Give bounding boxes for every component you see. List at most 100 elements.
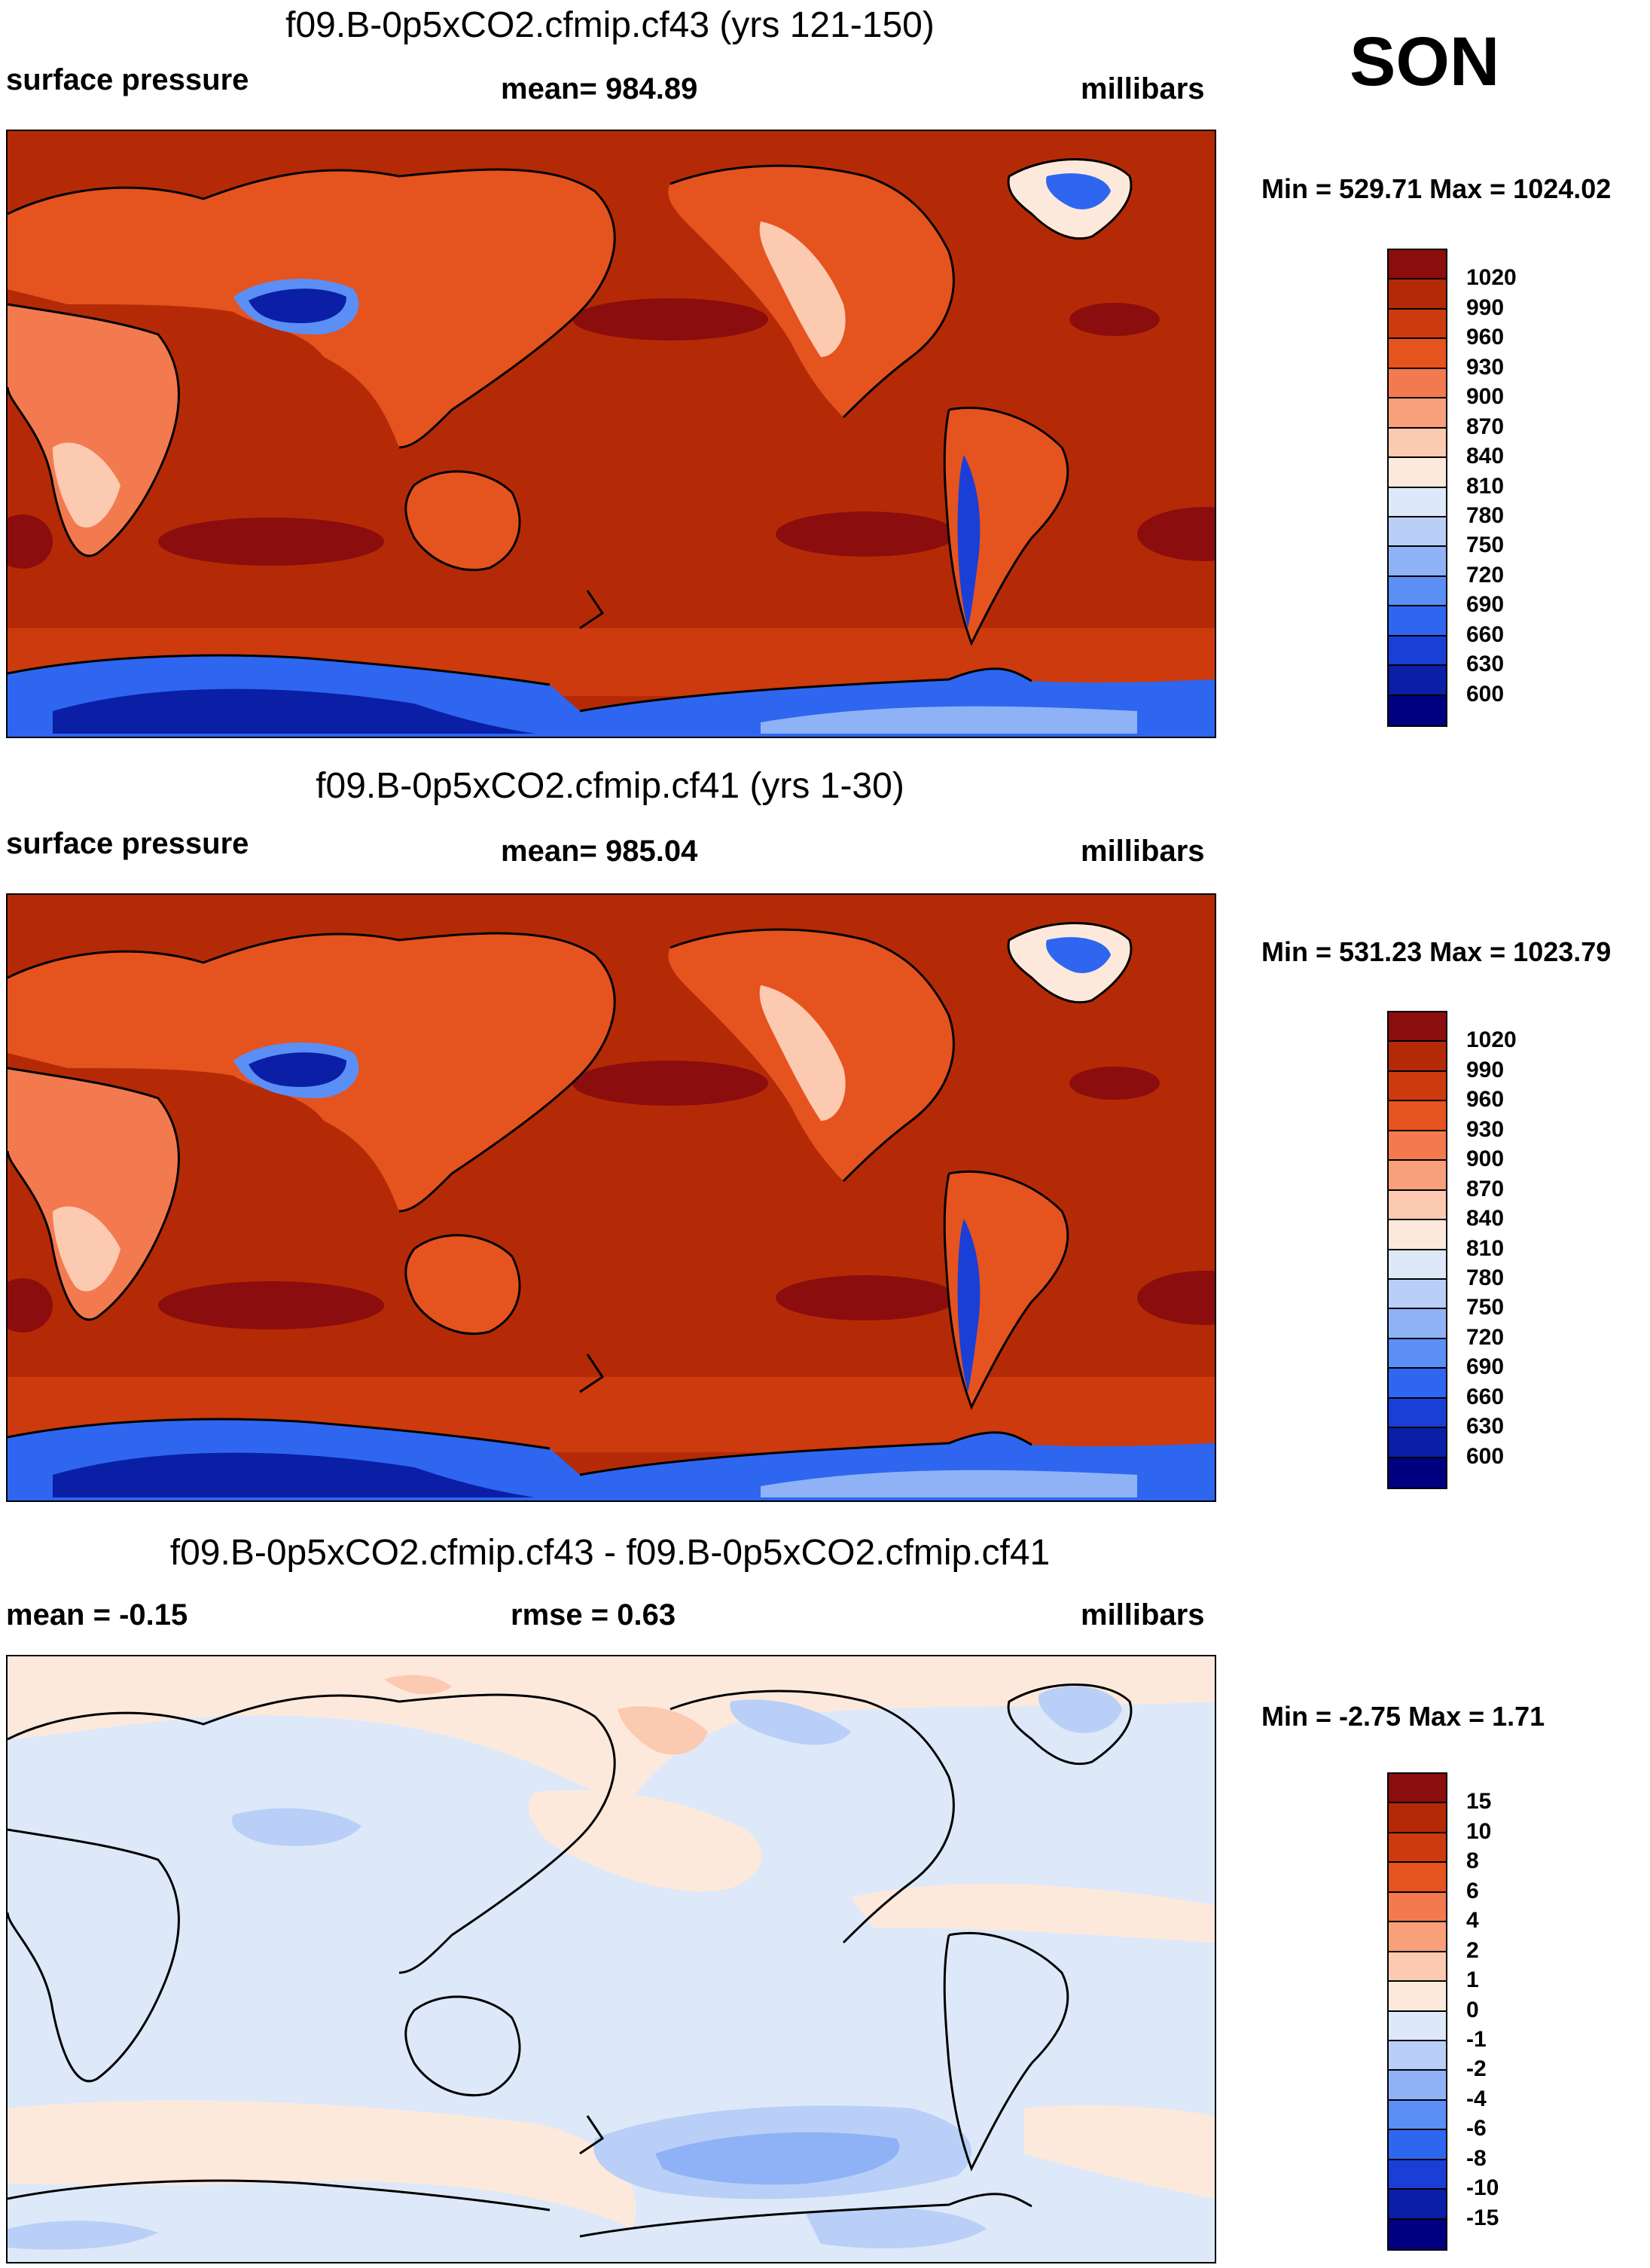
subtropical-high bbox=[1069, 303, 1160, 336]
colorbar-swatch bbox=[1389, 2130, 1446, 2160]
colorbar-swatch bbox=[1389, 1803, 1446, 1833]
positive-anomaly bbox=[384, 1674, 452, 1695]
positive-anomaly bbox=[1024, 2105, 1215, 2199]
season-label: SON bbox=[1350, 23, 1500, 100]
negative-anomaly bbox=[1038, 1686, 1122, 1733]
colorbar-label: 8 bbox=[1466, 1848, 1479, 1874]
panel-3-mean-label: mean = -0.15 bbox=[6, 1598, 188, 1632]
coastlines bbox=[8, 158, 1133, 713]
subtropical-high bbox=[1069, 1067, 1160, 1100]
subtropical-high bbox=[776, 511, 956, 557]
colorbar-swatch bbox=[1389, 1952, 1446, 1983]
panel-1-variable-label: surface pressure bbox=[6, 63, 249, 96]
subtropical-high bbox=[8, 514, 53, 569]
panel-1-minmax: Min = 529.71 Max = 1024.02 bbox=[1261, 173, 1612, 204]
colorbar-swatch bbox=[1389, 547, 1446, 577]
colorbar-label: 1020 bbox=[1466, 265, 1517, 291]
colorbar-swatch bbox=[1389, 1220, 1446, 1250]
positive-anomaly bbox=[8, 2100, 636, 2229]
colorbar-swatch bbox=[1389, 1101, 1446, 1131]
panel-3-rmse-label: rmse = 0.63 bbox=[511, 1598, 676, 1632]
antarctica-interior bbox=[761, 706, 1137, 734]
colorbar-swatch bbox=[1389, 1458, 1446, 1488]
panel-1-map-svg bbox=[8, 158, 1215, 737]
panel-3-colorbar-labels: 15 10 8 6 4 2 1 0 -1 -2 -4 -6 -8 -10 -15 bbox=[1466, 1772, 1579, 2251]
colorbar-label: 780 bbox=[1466, 1265, 1505, 1290]
colorbar-swatch bbox=[1389, 1428, 1446, 1458]
subtropical-high bbox=[1137, 1271, 1215, 1325]
colorbar-label: 750 bbox=[1466, 1295, 1505, 1320]
panel-3-units-label: millibars bbox=[1081, 1598, 1205, 1632]
colorbar-label: 720 bbox=[1466, 1324, 1505, 1350]
colorbar-swatch bbox=[1389, 606, 1446, 636]
positive-anomaly bbox=[8, 1656, 1215, 1807]
colorbar-label: 810 bbox=[1466, 1235, 1505, 1261]
colorbar-swatch bbox=[1389, 1774, 1446, 1804]
panel-3-map-svg bbox=[8, 1656, 1215, 2250]
colorbar-label: 600 bbox=[1466, 681, 1505, 707]
colorbar-swatch bbox=[1389, 636, 1446, 667]
panel-2-variable-label: surface pressure bbox=[6, 827, 249, 860]
colorbar-swatch bbox=[1389, 1863, 1446, 1893]
colorbar-swatch bbox=[1389, 368, 1446, 399]
positive-anomaly bbox=[851, 1883, 1215, 1943]
panel-2-title: f09.B-0p5xCO2.cfmip.cf41 (yrs 1-30) bbox=[316, 766, 904, 806]
panel-2-minmax: Min = 531.23 Max = 1023.79 bbox=[1261, 936, 1612, 967]
colorbar-label: -6 bbox=[1466, 2116, 1487, 2141]
colorbar-swatch bbox=[1389, 517, 1446, 548]
colorbar-swatch bbox=[1389, 1892, 1446, 1923]
colorbar-swatch bbox=[1389, 487, 1446, 517]
tibet-core bbox=[249, 288, 346, 323]
colorbar-label: 750 bbox=[1466, 533, 1505, 558]
negative-anomaly bbox=[806, 2207, 987, 2248]
rocky-mountains bbox=[759, 221, 846, 357]
colorbar-label: 960 bbox=[1466, 325, 1505, 350]
colorbar-swatch bbox=[1389, 2160, 1446, 2190]
africa bbox=[8, 304, 179, 556]
colorbar-swatch bbox=[1389, 1833, 1446, 1864]
greenland-core bbox=[1046, 937, 1111, 973]
panel-2-colorbar-swatches bbox=[1387, 1011, 1447, 1489]
subtropical-high bbox=[572, 1061, 768, 1106]
subtropical-high bbox=[776, 1275, 956, 1320]
colorbar-swatch bbox=[1389, 1982, 1446, 2012]
colorbar-label: 930 bbox=[1466, 354, 1505, 380]
colorbar-label: 630 bbox=[1466, 1414, 1505, 1439]
colorbar-swatch bbox=[1389, 1339, 1446, 1369]
colorbar-label: 2 bbox=[1466, 1937, 1479, 1963]
south-america bbox=[944, 1171, 1068, 1407]
subtropical-high bbox=[572, 298, 768, 340]
colorbar-swatch bbox=[1389, 576, 1446, 607]
positive-anomaly bbox=[529, 1790, 762, 1891]
colorbar-swatch bbox=[1389, 1071, 1446, 1102]
colorbar-swatch bbox=[1389, 1131, 1446, 1161]
colorbar-label: 870 bbox=[1466, 414, 1505, 439]
colorbar-label: -1 bbox=[1466, 2026, 1487, 2052]
panel-2-map-svg bbox=[8, 922, 1215, 1500]
colorbar-swatch bbox=[1389, 1012, 1446, 1042]
antarctica-interior bbox=[761, 1470, 1137, 1497]
antarctica-interior bbox=[53, 1452, 535, 1497]
colorbar-label: 10 bbox=[1466, 1818, 1492, 1844]
colorbar-swatch bbox=[1389, 458, 1446, 488]
panel-1-units-label: millibars bbox=[1081, 72, 1205, 105]
andes bbox=[957, 455, 981, 628]
australia bbox=[405, 471, 520, 570]
subtropical-high bbox=[158, 517, 384, 566]
subtropical-high bbox=[1137, 507, 1215, 561]
colorbar-label: 720 bbox=[1466, 562, 1505, 588]
colorbar-swatch bbox=[1389, 1161, 1446, 1191]
subtropical-high bbox=[8, 1278, 53, 1332]
panel-3-minmax: Min = -2.75 Max = 1.71 bbox=[1261, 1701, 1545, 1732]
panel-1-map bbox=[6, 130, 1216, 738]
colorbar-label: 15 bbox=[1466, 1789, 1492, 1815]
colorbar-swatch bbox=[1389, 2190, 1446, 2220]
panel-1-title: f09.B-0p5xCO2.cfmip.cf43 (yrs 121-150) bbox=[285, 5, 935, 45]
panel-3-colorbar-swatches bbox=[1387, 1772, 1447, 2251]
negative-anomaly bbox=[232, 1808, 361, 1846]
negative-anomaly bbox=[8, 2221, 158, 2250]
colorbar-label: -10 bbox=[1466, 2175, 1499, 2201]
colorbar-label: -2 bbox=[1466, 2056, 1487, 2082]
colorbar-swatch bbox=[1389, 1279, 1446, 1310]
negative-anomaly bbox=[655, 2132, 900, 2185]
